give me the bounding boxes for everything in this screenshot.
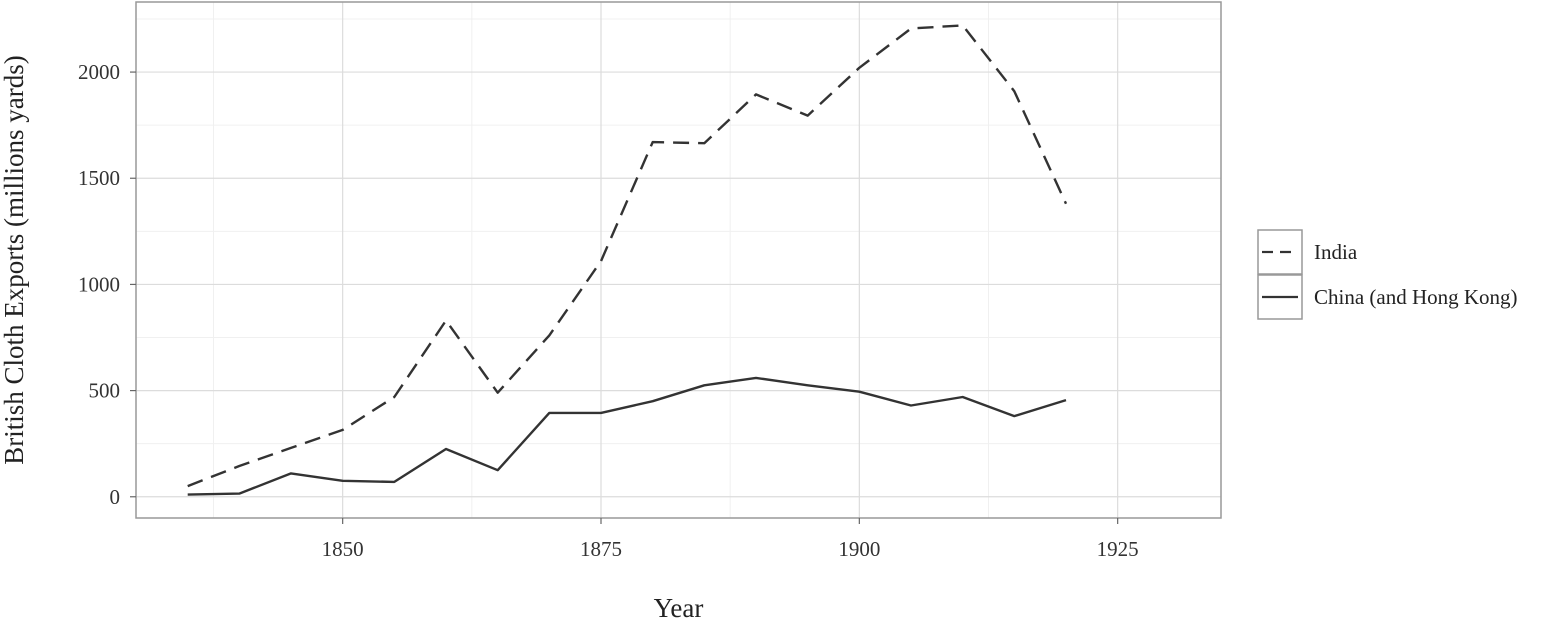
series-line-india [188, 25, 1066, 486]
y-tick-label: 1000 [78, 272, 120, 296]
x-axis-title: Year [654, 593, 704, 620]
legend-label-china: China (and Hong Kong) [1314, 285, 1518, 309]
x-tick-label: 1925 [1097, 537, 1139, 561]
x-axis-ticks: 1850 1875 1900 1925 [322, 518, 1139, 561]
y-tick-label: 1500 [78, 166, 120, 190]
series-line-china [188, 378, 1066, 495]
minor-gridlines [136, 2, 1221, 518]
y-tick-label: 500 [89, 379, 121, 403]
legend-label-india: India [1314, 240, 1358, 264]
x-tick-label: 1900 [838, 537, 880, 561]
x-tick-label: 1850 [322, 537, 364, 561]
x-tick-label: 1875 [580, 537, 622, 561]
y-axis-title: British Cloth Exports (millions yards) [0, 55, 29, 465]
plot-panel-border [136, 2, 1221, 518]
legend: India China (and Hong Kong) [1258, 230, 1518, 319]
y-tick-label: 2000 [78, 60, 120, 84]
y-tick-label: 0 [110, 485, 121, 509]
y-axis-ticks: 0 500 1000 1500 2000 [78, 60, 136, 509]
major-gridlines [136, 2, 1221, 518]
series-lines [188, 25, 1067, 494]
